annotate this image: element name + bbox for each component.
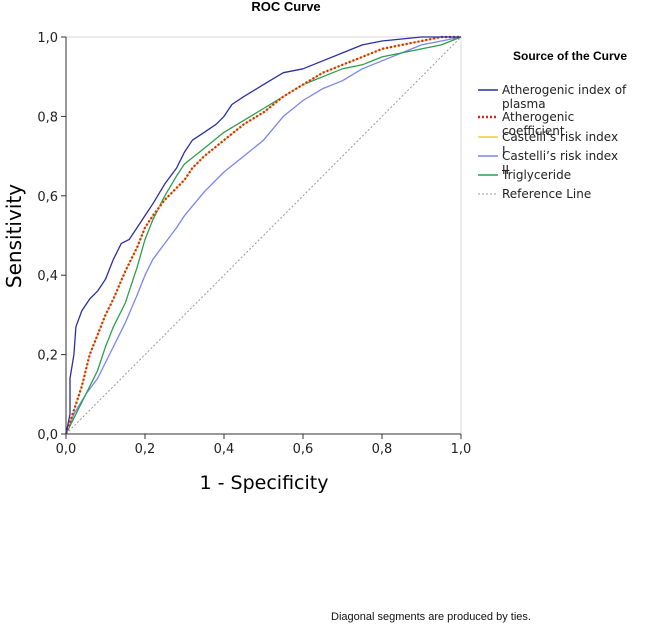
legend-label: Atherogenic index of plasma (502, 83, 627, 111)
series-layer (64, 35, 462, 435)
x-tick-label: 0,8 (372, 442, 393, 457)
legend-label: Reference Line (502, 187, 591, 201)
series-line-triglyceride (65, 36, 462, 435)
y-tick-label: 0,4 (37, 269, 58, 284)
y-tick-label: 1,0 (37, 31, 58, 46)
series-line-atherogenic-coefficient (64, 35, 461, 435)
legend-label: Castelli’s risk index II (502, 149, 618, 177)
x-axis-label: 1 - Specificity (200, 472, 329, 494)
series-line-atherogenic-index-of-plasma (65, 36, 461, 435)
legend-title: Source of the Curve (513, 49, 627, 63)
x-tick-label: 1,0 (451, 442, 472, 457)
footnote: Diagonal segments are produced by ties. (331, 611, 531, 623)
x-tick-label: 0,6 (293, 442, 314, 457)
series-line-reference-line (65, 36, 462, 435)
x-tick-label: 0,2 (135, 442, 156, 457)
y-tick-label: 0,8 (37, 110, 58, 125)
chart-title: ROC Curve (251, 0, 320, 14)
x-tick-label: 0,0 (56, 442, 77, 457)
legend-label: Castelli’s risk index I (502, 130, 618, 158)
y-tick-label: 0,6 (37, 190, 58, 205)
legend-label: Triglyceride (501, 168, 571, 182)
axis-ticks: 0,0 0,2 0,4 0,6 0,8 1,0 0,0 0,2 0,4 0,6 0,8 1,0 (37, 31, 471, 457)
legend: Source of the Curve Atherogenic index of… (478, 49, 627, 201)
series-line-castelli-s-risk-index-ii (65, 36, 462, 435)
y-tick-label: 0,0 (37, 428, 58, 443)
roc-chart: ROC Curve 0,0 0,2 0,4 0,6 0,8 1,0 0,0 0,2 0,4 0,6… (2, 0, 627, 494)
y-tick-label: 0,2 (37, 349, 58, 364)
legend-label: Atherogenic coefficient (502, 110, 574, 138)
y-axis-label: Sensitivity (2, 184, 26, 288)
x-tick-label: 0,4 (214, 442, 235, 457)
